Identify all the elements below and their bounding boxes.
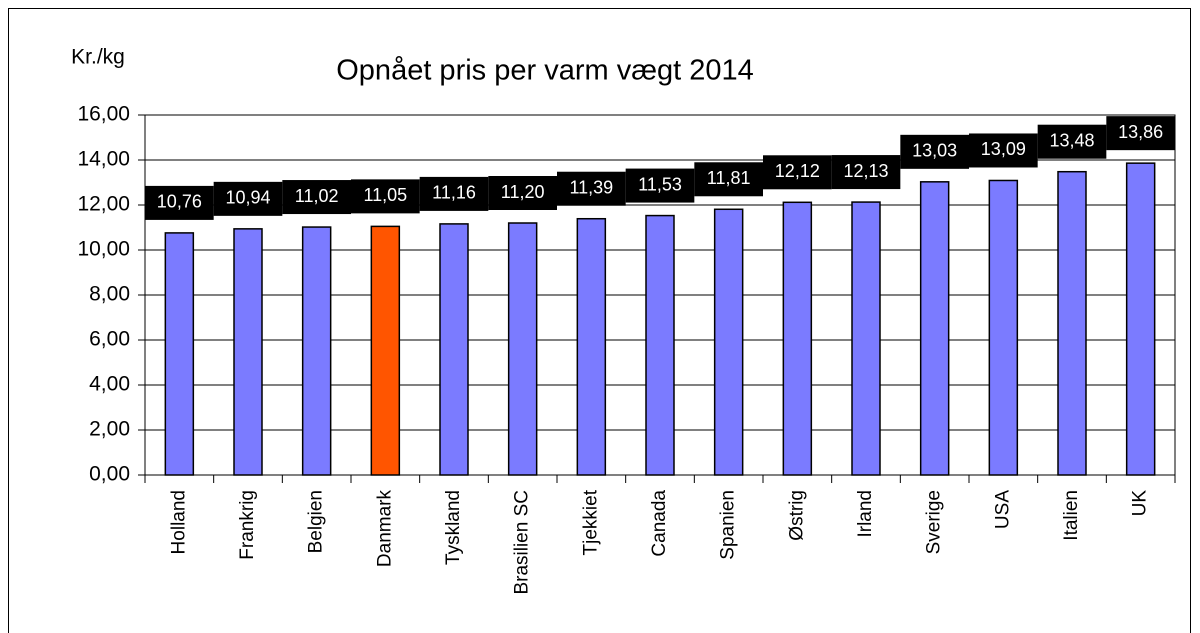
value-label: 11,20 (501, 182, 545, 202)
value-label: 10,76 (157, 192, 202, 212)
y-tick-label: 8,00 (89, 283, 130, 306)
value-label: 12,13 (843, 161, 888, 181)
x-tick-label: Italien (1061, 490, 1082, 541)
value-label: 13,09 (981, 139, 1026, 159)
value-label-box (694, 162, 763, 197)
value-label-box (282, 180, 351, 215)
value-label: 11,16 (432, 183, 476, 203)
value-label: 11,39 (569, 177, 613, 197)
x-tick-label: Spanien (718, 490, 739, 560)
y-tick-label: 12,00 (77, 193, 130, 216)
bar (988, 179, 1019, 476)
bar (713, 208, 744, 476)
value-label-box (625, 168, 695, 203)
value-label-box (145, 185, 214, 220)
x-tick-label: Canada (649, 490, 670, 557)
value-label-box (557, 171, 626, 206)
y-tick-label: 4,00 (89, 373, 130, 396)
value-label-box (831, 155, 901, 190)
bar (919, 181, 950, 476)
bar (1125, 162, 1156, 476)
value-label-box (900, 134, 969, 169)
x-tick-label: Tyskland (443, 490, 464, 565)
x-tick-label: Danmark (374, 490, 395, 568)
x-tick-label: Brasilien SC (512, 490, 533, 595)
y-tick-label: 2,00 (89, 418, 130, 441)
y-tick-label: 6,00 (89, 328, 130, 351)
value-label-box (488, 176, 557, 210)
value-label: 13,48 (1049, 130, 1094, 150)
bar (233, 228, 263, 476)
y-tick-label: 14,00 (77, 148, 130, 171)
value-label: 13,86 (1118, 122, 1163, 142)
bar (576, 217, 607, 476)
y-tick-label: 0,00 (89, 463, 130, 486)
y-axis-label: Kr./kg (71, 46, 125, 69)
x-tick-label: Holland (168, 490, 189, 554)
value-label: 13,03 (912, 141, 957, 161)
value-label-box (969, 133, 1038, 168)
x-tick-label: UK (1130, 490, 1151, 517)
value-label-box (1037, 124, 1107, 159)
value-label: 11,02 (295, 186, 339, 206)
value-label-box (419, 176, 489, 211)
value-label-box (351, 179, 420, 214)
bar (164, 232, 195, 476)
x-tick-label: Østrig (786, 490, 807, 541)
x-tick-label: Sverige (924, 490, 945, 554)
value-label: 11,05 (363, 185, 407, 205)
bar (1057, 170, 1087, 476)
y-tick-label: 16,00 (77, 103, 130, 126)
value-label: 10,94 (225, 188, 270, 208)
value-label-box (213, 181, 283, 216)
x-tick-label: Tjekkiet (580, 489, 601, 555)
bar (851, 201, 881, 476)
bar (782, 201, 813, 476)
x-tick-label: Frankrig (237, 490, 258, 560)
x-tick-label: Belgien (306, 490, 327, 553)
bar (645, 214, 675, 476)
value-label: 12,12 (775, 161, 820, 181)
x-tick-label: Irland (855, 490, 876, 538)
value-label-box (1106, 116, 1175, 151)
bar (301, 226, 332, 476)
bar (507, 222, 538, 476)
bar (439, 223, 469, 476)
value-label: 11,81 (707, 168, 751, 188)
chart-title: Opnået pris per varm vægt 2014 (336, 55, 753, 87)
value-label-box (763, 155, 832, 190)
x-tick-label: USA (992, 490, 1013, 529)
value-label: 11,53 (638, 174, 682, 194)
bar (370, 225, 401, 476)
y-tick-label: 10,00 (77, 238, 130, 261)
